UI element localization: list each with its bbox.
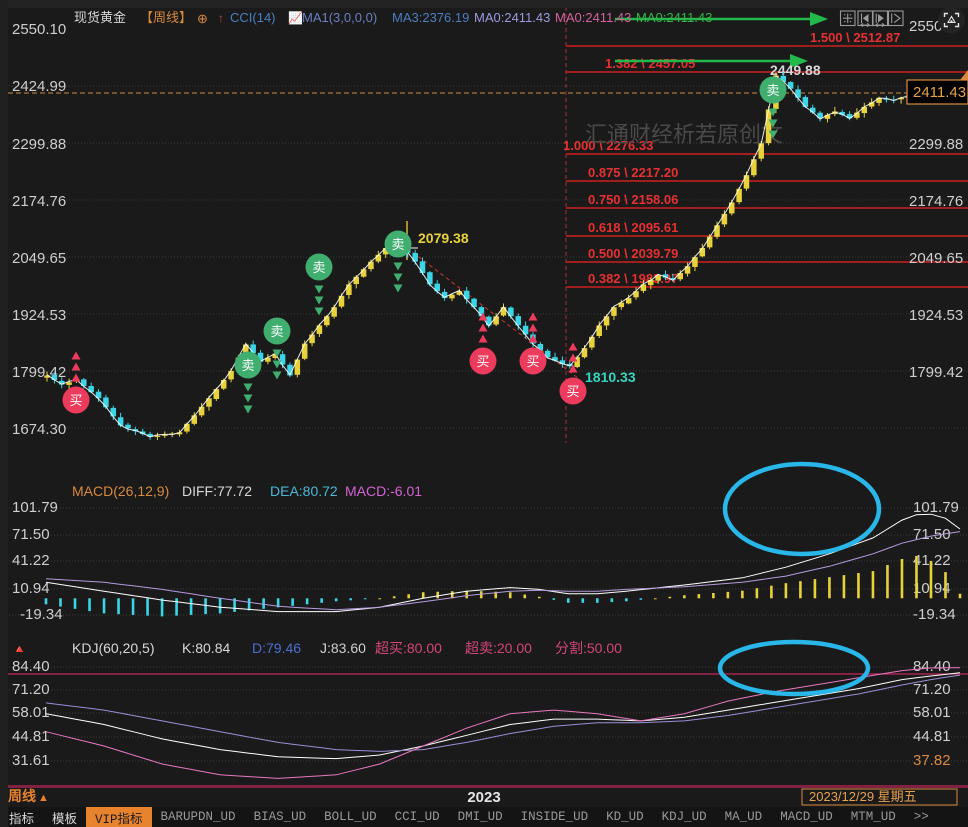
svg-text:MA1(3,0,0,0): MA1(3,0,0,0): [302, 10, 377, 25]
svg-text:84.40: 84.40: [12, 658, 50, 675]
svg-text:2174.76: 2174.76: [909, 193, 963, 210]
svg-text:71.20: 71.20: [12, 681, 50, 698]
svg-text:2424.99: 2424.99: [12, 78, 66, 95]
svg-text:44.81: 44.81: [12, 728, 50, 745]
svg-text:2049.65: 2049.65: [12, 250, 66, 267]
svg-text:卖: 卖: [312, 260, 325, 275]
svg-text:D:79.46: D:79.46: [252, 640, 301, 656]
svg-text:58.01: 58.01: [12, 704, 50, 721]
svg-text:2079.38: 2079.38: [418, 230, 469, 246]
svg-text:2299.88: 2299.88: [12, 136, 66, 153]
svg-text:0.875 \ 2217.20: 0.875 \ 2217.20: [588, 165, 678, 180]
svg-text:71.50: 71.50: [12, 526, 50, 543]
svg-text:MA0:2411.43: MA0:2411.43: [555, 10, 631, 25]
svg-text:▲: ▲: [38, 792, 49, 804]
svg-text:CCI(14): CCI(14): [230, 10, 276, 25]
svg-text:分割:50.00: 分割:50.00: [555, 640, 622, 656]
svg-text:84.40: 84.40: [913, 658, 951, 675]
svg-text:↑: ↑: [218, 11, 224, 25]
svg-text:1810.33: 1810.33: [585, 369, 636, 385]
svg-text:汇通财经析若原创文: 汇通财经析若原创文: [585, 122, 783, 147]
svg-text:MA0:2411.43: MA0:2411.43: [636, 10, 712, 25]
svg-text:买: 买: [476, 354, 489, 369]
svg-text:2049.65: 2049.65: [909, 250, 963, 267]
svg-text:现货黄金: 现货黄金: [74, 10, 126, 25]
svg-text:58.01: 58.01: [913, 704, 951, 721]
svg-text:卖: 卖: [391, 237, 404, 252]
svg-text:K:80.84: K:80.84: [182, 640, 230, 656]
svg-text:周线: 周线: [8, 788, 36, 804]
svg-text:2023/12/29 星期五: 2023/12/29 星期五: [809, 789, 917, 804]
svg-text:1924.53: 1924.53: [12, 307, 66, 324]
svg-text:1.500 \ 2512.87: 1.500 \ 2512.87: [810, 30, 900, 45]
svg-text:101.79: 101.79: [12, 499, 58, 516]
svg-text:🔺: 🔺: [12, 642, 27, 656]
svg-text:MACD(26,12,9): MACD(26,12,9): [72, 483, 169, 499]
svg-text:10.94: 10.94: [12, 580, 50, 597]
svg-text:-19.34: -19.34: [913, 606, 956, 623]
svg-text:1.382 \ 2457.05: 1.382 \ 2457.05: [605, 56, 695, 71]
svg-text:101.79: 101.79: [913, 499, 959, 516]
svg-text:DEA:80.72: DEA:80.72: [270, 483, 338, 499]
svg-text:超卖:20.00: 超卖:20.00: [465, 640, 532, 656]
svg-text:📈: 📈: [288, 11, 303, 25]
svg-text:MA0:2411.43: MA0:2411.43: [474, 10, 550, 25]
svg-text:71.50: 71.50: [913, 526, 951, 543]
svg-text:买: 买: [69, 393, 82, 408]
svg-text:31.61: 31.61: [12, 752, 50, 769]
svg-text:37.82: 37.82: [913, 752, 951, 769]
svg-text:2550.10: 2550.10: [12, 21, 66, 38]
svg-text:J:83.60: J:83.60: [320, 640, 366, 656]
svg-text:2411.43: 2411.43: [913, 84, 966, 101]
svg-text:1674.30: 1674.30: [12, 421, 66, 438]
svg-text:2174.76: 2174.76: [12, 193, 66, 210]
svg-text:1924.53: 1924.53: [909, 307, 963, 324]
svg-text:0.382 \ 1983.97: 0.382 \ 1983.97: [588, 271, 678, 286]
svg-text:MACD:-6.01: MACD:-6.01: [345, 483, 422, 499]
svg-text:【周线】: 【周线】: [140, 10, 192, 25]
svg-text:0.618 \ 2095.61: 0.618 \ 2095.61: [588, 220, 678, 235]
svg-text:买: 买: [566, 384, 579, 399]
svg-text:2023: 2023: [467, 789, 500, 806]
svg-text:0.500 \ 2039.79: 0.500 \ 2039.79: [588, 246, 678, 261]
svg-text:1799.42: 1799.42: [12, 364, 66, 381]
svg-text:超买:80.00: 超买:80.00: [375, 640, 442, 656]
svg-text:41.22: 41.22: [12, 552, 50, 569]
svg-text:卖: 卖: [241, 358, 254, 373]
svg-text:-19.34: -19.34: [20, 606, 63, 623]
svg-text:卖: 卖: [766, 83, 779, 98]
svg-text:买: 买: [526, 354, 539, 369]
svg-text:44.81: 44.81: [913, 728, 951, 745]
svg-text:0.750 \ 2158.06: 0.750 \ 2158.06: [588, 192, 678, 207]
svg-text:MA3:2376.19: MA3:2376.19: [392, 10, 469, 25]
svg-text:⊕: ⊕: [197, 11, 208, 26]
svg-text:KDJ(60,20,5): KDJ(60,20,5): [72, 640, 154, 656]
svg-text:卖: 卖: [270, 324, 283, 339]
svg-text:71.20: 71.20: [913, 681, 951, 698]
svg-text:DIFF:77.72: DIFF:77.72: [182, 483, 252, 499]
svg-text:2299.88: 2299.88: [909, 136, 963, 153]
svg-text:1799.42: 1799.42: [909, 364, 963, 381]
